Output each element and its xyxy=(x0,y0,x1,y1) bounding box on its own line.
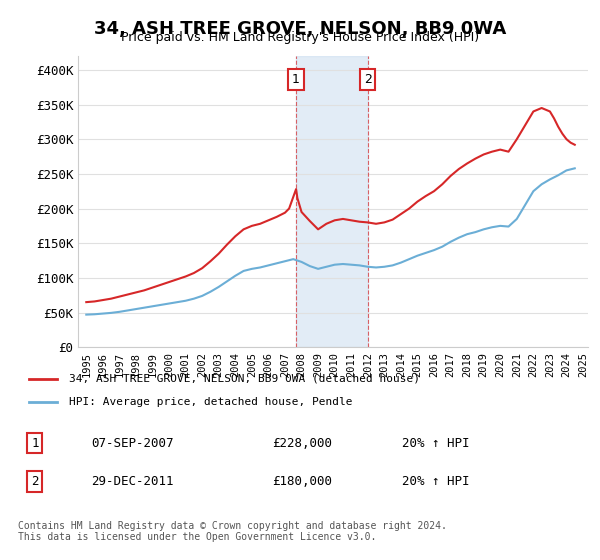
34, ASH TREE GROVE, NELSON, BB9 0WA (detached house) xyxy=(571,141,578,148)
Bar xyxy=(296,56,368,347)
Text: HPI: Average price, detached house, Pendle: HPI: Average price, detached house, Pend… xyxy=(69,397,352,407)
Text: 20% ↑ HPI: 20% ↑ HPI xyxy=(401,475,469,488)
Text: 34, ASH TREE GROVE, NELSON, BB9 0WA (detached house): 34, ASH TREE GROVE, NELSON, BB9 0WA (det… xyxy=(69,374,420,384)
Text: 1: 1 xyxy=(31,437,38,450)
Text: £180,000: £180,000 xyxy=(272,475,332,488)
Text: Contains HM Land Registry data © Crown copyright and database right 2024.
This d: Contains HM Land Registry data © Crown c… xyxy=(18,521,447,543)
Text: 29-DEC-2011: 29-DEC-2011 xyxy=(91,475,174,488)
HPI: Average price, detached house, Pendle: (2e+03, 8e+04): Average price, detached house, Pendle: (… xyxy=(207,288,214,295)
Text: 2: 2 xyxy=(364,73,371,86)
34, ASH TREE GROVE, NELSON, BB9 0WA (detached house) xyxy=(240,226,247,233)
HPI: Average price, detached house, Pendle: (2e+03, 6.3e+04): Average price, detached house, Pendle: (… xyxy=(166,300,173,307)
HPI: Average price, detached house, Pendle: (2.01e+03, 1.18e+05): Average price, detached house, Pendle: (… xyxy=(389,262,396,269)
Text: 20% ↑ HPI: 20% ↑ HPI xyxy=(401,437,469,450)
34, ASH TREE GROVE, NELSON, BB9 0WA (detached house) xyxy=(521,122,529,129)
34, ASH TREE GROVE, NELSON, BB9 0WA (detached house) xyxy=(83,299,90,306)
Text: 2: 2 xyxy=(31,475,38,488)
34, ASH TREE GROVE, NELSON, BB9 0WA (detached house) xyxy=(294,195,301,202)
Text: 07-SEP-2007: 07-SEP-2007 xyxy=(91,437,174,450)
Text: 34, ASH TREE GROVE, NELSON, BB9 0WA: 34, ASH TREE GROVE, NELSON, BB9 0WA xyxy=(94,20,506,38)
34, ASH TREE GROVE, NELSON, BB9 0WA (detached house) xyxy=(563,136,570,143)
34, ASH TREE GROVE, NELSON, BB9 0WA (detached house) xyxy=(538,105,545,111)
HPI: Average price, detached house, Pendle: (2.02e+03, 2.58e+05): Average price, detached house, Pendle: (… xyxy=(571,165,578,172)
Text: Price paid vs. HM Land Registry's House Price Index (HPI): Price paid vs. HM Land Registry's House … xyxy=(121,31,479,44)
Text: £228,000: £228,000 xyxy=(272,437,332,450)
HPI: Average price, detached house, Pendle: (2e+03, 1.13e+05): Average price, detached house, Pendle: (… xyxy=(248,265,256,272)
Text: 1: 1 xyxy=(292,73,300,86)
HPI: Average price, detached house, Pendle: (2e+03, 9.5e+04): Average price, detached house, Pendle: (… xyxy=(223,278,230,284)
HPI: Average price, detached house, Pendle: (2e+03, 1.1e+05): Average price, detached house, Pendle: (… xyxy=(240,268,247,274)
34, ASH TREE GROVE, NELSON, BB9 0WA (detached house) xyxy=(207,258,214,264)
Line: HPI: Average price, detached house, Pendle: HPI: Average price, detached house, Pend… xyxy=(86,169,575,315)
34, ASH TREE GROVE, NELSON, BB9 0WA (detached house) xyxy=(340,216,347,222)
HPI: Average price, detached house, Pendle: (2e+03, 4.7e+04): Average price, detached house, Pendle: (… xyxy=(83,311,90,318)
Line: 34, ASH TREE GROVE, NELSON, BB9 0WA (detached house): 34, ASH TREE GROVE, NELSON, BB9 0WA (det… xyxy=(86,108,575,302)
